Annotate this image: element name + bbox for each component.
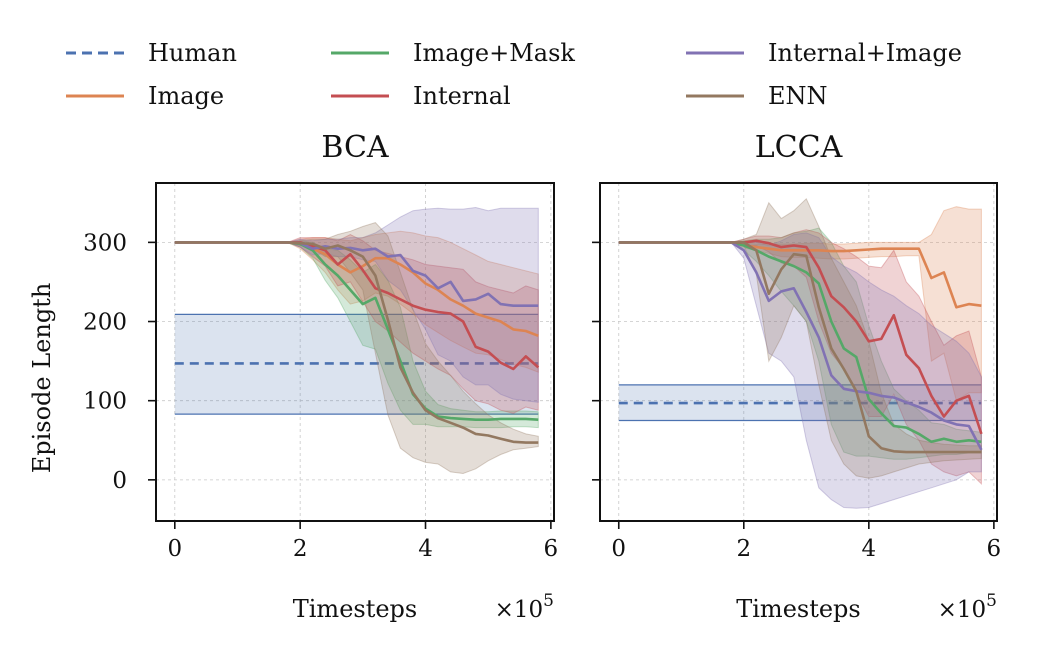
plot-area (174, 206, 540, 475)
ticks: 0 2 4 6 (592, 241, 1002, 562)
x-tick-label: 2 (736, 536, 751, 562)
legend-entry-image: Image (66, 82, 224, 110)
x-tick-label: 0 (167, 536, 182, 562)
human-baseline (174, 313, 539, 415)
legend-entry-internal-image: Internal+Image (686, 39, 962, 67)
x-axis-multiplier: ×105 (495, 591, 554, 623)
line-enn (618, 241, 982, 454)
panel-bca: 0 2 4 6 0 100 200 300 BCA Timesteps ×105 (83, 130, 558, 623)
axes-frame (599, 182, 998, 522)
x-tick-label: 4 (418, 536, 433, 562)
x-tick-label: 6 (987, 536, 1002, 562)
band-internal (174, 233, 539, 414)
band-image-mask (618, 227, 982, 460)
x-tick-label: 4 (862, 536, 877, 562)
grid (156, 183, 554, 521)
legend-entry-human: Human (66, 39, 237, 67)
axes-frame (155, 182, 555, 522)
legend-entry-enn: ENN (686, 82, 828, 110)
legend-label: Image (148, 82, 224, 110)
legend-label: Internal+Image (768, 39, 962, 67)
band-image (618, 206, 982, 402)
y-tick-label: 100 (83, 389, 127, 415)
grid (600, 183, 997, 521)
line-enn (174, 241, 539, 444)
x-tick-label: 0 (611, 536, 626, 562)
human-baseline (618, 384, 982, 422)
x-tick-label: 6 (544, 536, 559, 562)
x-axis-label: Timesteps (293, 595, 418, 623)
x-axis-multiplier: ×105 (938, 591, 997, 623)
legend-label: Internal (413, 82, 511, 110)
ticks: 0 2 4 6 0 100 200 300 (83, 230, 558, 562)
band-image (174, 230, 539, 373)
legend-label: ENN (768, 82, 828, 110)
legend-label: Image+Mask (413, 39, 575, 67)
y-tick-label: 300 (83, 230, 127, 256)
y-tick-label: 0 (112, 468, 127, 494)
x-tick-label: 2 (293, 536, 308, 562)
panel-title: LCCA (755, 130, 843, 165)
legend: Human Image Image+Mask Internal Internal+Ima… (66, 39, 962, 110)
legend-label: Human (148, 39, 237, 67)
legend-entry-internal: Internal (331, 82, 511, 110)
y-axis-label: Episode Length (28, 283, 56, 474)
panel-lcca: 0 2 4 6 LCCA Timesteps ×105 (592, 130, 1001, 623)
plot-area (618, 197, 983, 509)
x-axis-label: Timesteps (736, 595, 861, 623)
panel-title: BCA (321, 130, 389, 165)
y-tick-label: 200 (83, 310, 127, 336)
legend-entry-image-mask: Image+Mask (331, 39, 575, 67)
band-internal-image (618, 232, 982, 509)
